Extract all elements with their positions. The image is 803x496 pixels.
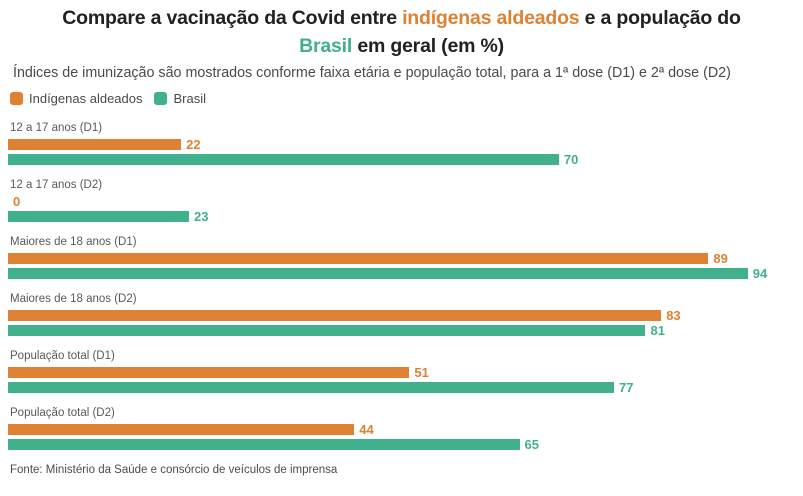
bar-chart: 12 a 17 anos (D1) 22 70 12 a 17 anos (D2) 0 2…	[0, 122, 803, 452]
category-label: População total (D2)	[10, 407, 115, 419]
value-label: 89	[713, 251, 728, 266]
bar-indigenas	[8, 367, 410, 378]
chart-title-line2: Brasil em geral (em %)	[0, 32, 803, 60]
category-label: 12 a 17 anos (D1)	[10, 122, 103, 134]
title-text: em geral (em %)	[352, 35, 504, 57]
value-label: 70	[563, 152, 579, 167]
category-label: Maiores de 18 anos (D1)	[10, 236, 137, 248]
bar-group: População total (D1) 51 77	[8, 350, 795, 395]
bar-indigenas	[8, 139, 182, 150]
title-accent-brasil: Brasil	[299, 35, 353, 57]
bar-brasil	[8, 154, 559, 165]
bar-row: 94	[8, 266, 795, 281]
legend-label-indigenas: Indígenas aldeados	[29, 91, 143, 106]
bar-row: 51	[8, 365, 795, 380]
chart-title-line1: Compare a vacinação da Covid entre indíg…	[0, 4, 803, 32]
category-label: População total (D1)	[10, 350, 115, 362]
bar-brasil	[8, 211, 189, 222]
bar-group: Maiores de 18 anos (D2) 83 81	[8, 293, 795, 338]
bar-brasil	[8, 439, 520, 450]
legend-label-brasil: Brasil	[173, 91, 206, 106]
bar-brasil	[8, 268, 748, 279]
bar-row: 0	[8, 194, 795, 209]
title-text: e a população do	[579, 7, 741, 29]
value-label: 83	[666, 308, 681, 323]
value-label: 0	[13, 194, 21, 209]
source-note: Fonte: Ministério da Saúde e consórcio d…	[10, 464, 338, 476]
chart-subtitle: Índices de imunização são mostrados conf…	[13, 65, 731, 81]
value-label: 94	[752, 266, 768, 281]
value-label: 77	[618, 380, 634, 395]
bar-row: 23	[8, 209, 795, 224]
bar-row: 89	[8, 251, 795, 266]
value-label: 81	[650, 323, 665, 338]
value-label: 22	[186, 137, 201, 152]
bar-indigenas	[8, 310, 662, 321]
bar-row: 77	[8, 380, 795, 395]
legend-item-brasil: Brasil	[154, 91, 206, 106]
bar-group: População total (D2) 44 65	[8, 407, 795, 452]
bar-indigenas	[8, 253, 709, 264]
value-label: 44	[359, 422, 374, 437]
bar-row: 83	[8, 308, 795, 323]
bar-brasil	[8, 382, 614, 393]
legend-swatch-orange-icon	[10, 92, 23, 105]
bar-row: 44	[8, 422, 795, 437]
bar-indigenas	[8, 424, 355, 435]
bar-row: 22	[8, 137, 795, 152]
value-label: 51	[414, 365, 429, 380]
category-label: 12 a 17 anos (D2)	[10, 179, 103, 191]
title-accent-indigenas: indígenas aldeados	[402, 7, 580, 29]
bar-group: 12 a 17 anos (D2) 0 23	[8, 179, 795, 224]
legend-swatch-green-icon	[154, 92, 168, 105]
chart-title: Compare a vacinação da Covid entre indíg…	[0, 0, 803, 60]
bar-group: 12 a 17 anos (D1) 22 70	[8, 122, 795, 167]
legend-item-indigenas: Indígenas aldeados	[10, 91, 142, 106]
category-label: Maiores de 18 anos (D2)	[10, 293, 137, 305]
bar-row: 70	[8, 152, 795, 167]
bar-row: 65	[8, 437, 795, 452]
bar-group: Maiores de 18 anos (D1) 89 94	[8, 236, 795, 281]
legend: Indígenas aldeados Brasil	[0, 91, 803, 106]
title-text: Compare a vacinação da Covid entre	[62, 7, 403, 29]
bar-brasil	[8, 325, 646, 336]
bar-row: 81	[8, 323, 795, 338]
value-label: 23	[194, 209, 209, 224]
value-label: 65	[524, 437, 540, 452]
